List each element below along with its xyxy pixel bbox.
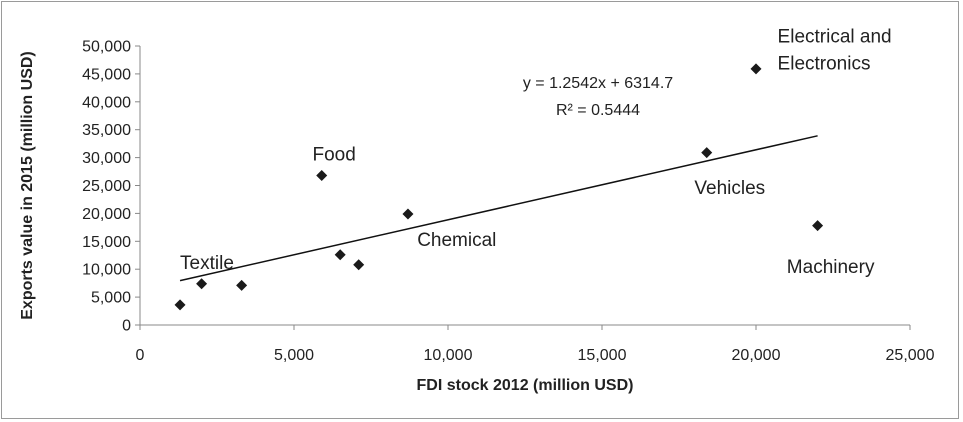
data-point-diamond (812, 220, 824, 232)
trendline-equation: y = 1.2542x + 6314.7 (523, 75, 673, 92)
category-label-line: Vehicles (694, 178, 765, 199)
category-label-line: Textile (180, 253, 234, 274)
category-label: Machinery (787, 257, 875, 278)
y-tick-label: 5,000 (91, 290, 131, 307)
data-point-diamond (174, 299, 186, 311)
category-label: Vehicles (694, 178, 765, 199)
data-point-diamond (236, 279, 248, 291)
x-tick-label: 15,000 (578, 347, 627, 364)
category-label-line: Food (312, 144, 355, 165)
x-tick-label: 0 (136, 347, 145, 364)
y-tick-label: 25,000 (82, 178, 131, 195)
x-axis-title: FDI stock 2012 (million USD) (417, 377, 634, 394)
category-label: Chemical (417, 230, 496, 251)
category-label: Electrical and Electronics (778, 27, 892, 75)
data-point-diamond (196, 278, 208, 290)
category-label: Textile (180, 253, 234, 274)
data-point-diamond (353, 259, 365, 271)
y-tick-label: 40,000 (82, 94, 131, 111)
y-tick-label: 0 (122, 318, 131, 335)
x-tick-label: 10,000 (424, 347, 473, 364)
y-tick-label: 45,000 (82, 66, 131, 83)
y-tick-label: 20,000 (82, 206, 131, 223)
category-label-line: Electronics (778, 54, 871, 75)
data-point-diamond (316, 169, 328, 181)
annotations: Textile Food Chemical Vehicles Electrical an… (180, 27, 892, 278)
y-tick-label: 10,000 (82, 262, 131, 279)
trendline (179, 135, 818, 282)
x-axis: 0 5,000 10,000 15,000 20,000 25,000 (136, 324, 935, 364)
y-axis: 0 5,000 10,000 15,000 20,000 25,000 30,000 35,0… (82, 39, 141, 335)
category-label-line: Chemical (417, 230, 496, 251)
y-tick-label: 30,000 (82, 150, 131, 167)
x-tick-label: 5,000 (274, 347, 314, 364)
category-label-line: Machinery (787, 257, 875, 278)
x-tick-label: 25,000 (886, 347, 935, 364)
y-tick-label: 50,000 (82, 39, 131, 56)
data-point-diamond (750, 63, 762, 75)
category-label-line: Electrical and (778, 27, 892, 48)
trendline-r-squared: R² = 0.5444 (556, 102, 640, 119)
data-point-diamond (334, 249, 346, 261)
data-points (174, 63, 824, 311)
x-tick-label: 20,000 (732, 347, 781, 364)
y-tick-label: 15,000 (82, 234, 131, 251)
y-axis-title: Exports value in 2015 (million USD) (19, 51, 36, 320)
trendline-group (179, 135, 818, 282)
category-label: Food (312, 144, 355, 165)
data-point-diamond (701, 147, 713, 159)
y-tick-label: 35,000 (82, 122, 131, 139)
data-point-diamond (402, 208, 414, 220)
